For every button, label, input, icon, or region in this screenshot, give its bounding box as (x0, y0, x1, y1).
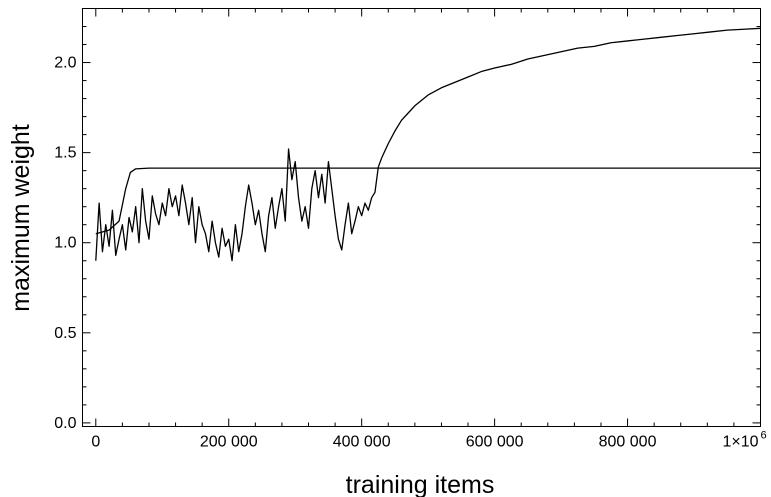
plot-frame (82, 8, 761, 427)
series-line-1 (95, 167, 761, 235)
series-layer (95, 27, 761, 262)
x-tick-label: 0 (91, 434, 100, 451)
series-line-2 (95, 27, 761, 262)
y-tick-label: 0.0 (54, 415, 76, 432)
y-tick-label: 1.5 (54, 145, 76, 162)
x-axis: 0 200 000 400 000 600 000 800 000 1×10 6 (91, 8, 767, 451)
x-axis-label: training items (346, 471, 495, 497)
x-tick-label: 1×10 (723, 434, 759, 451)
x-tick-label: 200 000 (200, 434, 258, 451)
y-axis-label: maximum weight (7, 124, 35, 312)
x-tick-exponent: 6 (761, 430, 767, 442)
x-tick-label: 800 000 (599, 434, 657, 451)
y-tick-label: 2.0 (54, 55, 76, 72)
y-tick-label: 0.5 (54, 325, 76, 342)
y-axis: 0.0 0.5 1.0 1.5 2.0 (54, 26, 761, 432)
x-tick-label: 400 000 (333, 434, 391, 451)
x-tick-label: 600 000 (466, 434, 524, 451)
y-tick-label: 1.0 (54, 235, 76, 252)
